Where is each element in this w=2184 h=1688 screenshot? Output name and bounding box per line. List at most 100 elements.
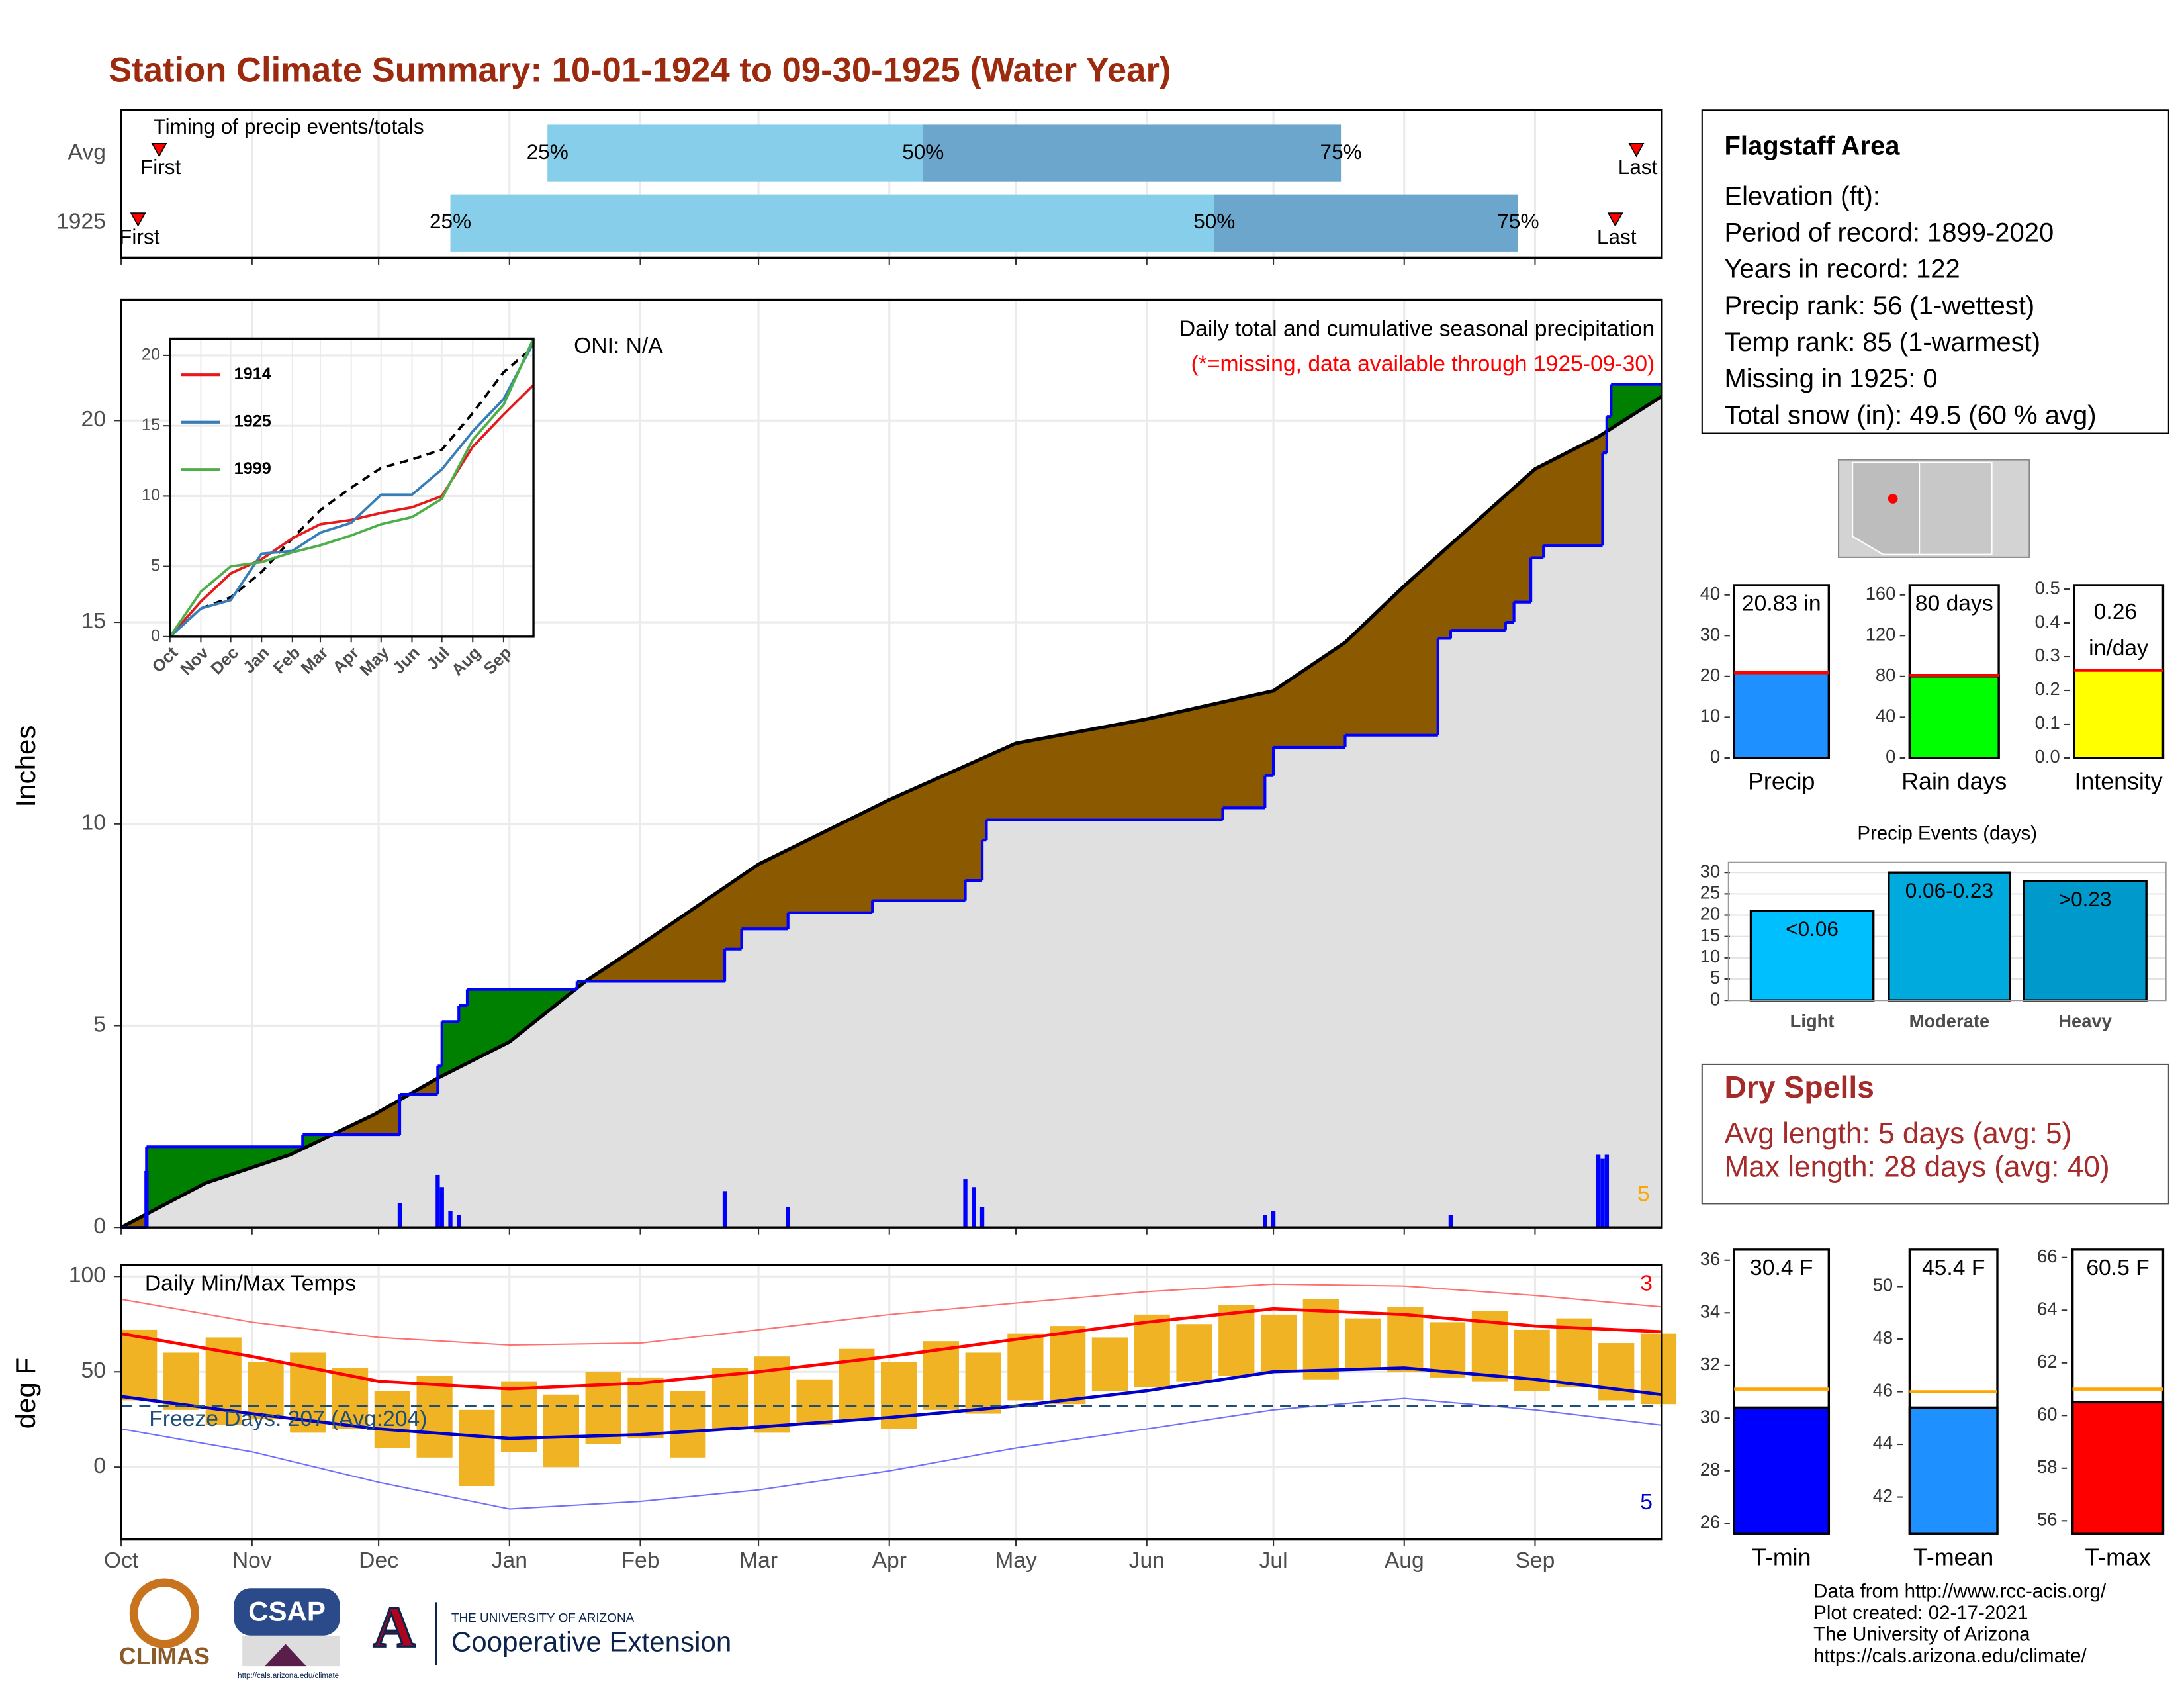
oni: ONI: N/A: [574, 334, 663, 358]
temp-bar: [1050, 1326, 1086, 1405]
y-tick-label: 42: [1873, 1485, 1893, 1506]
y-tick-label: 10: [142, 486, 160, 504]
temp-bar: [248, 1362, 284, 1420]
y-tick-label: 0: [93, 1454, 106, 1478]
y-tick-label: 20: [1700, 665, 1720, 685]
freeze-label: Freeze Days: 207 (Avg:204): [149, 1407, 427, 1431]
series-line: [169, 342, 535, 638]
daily-bar: [963, 1179, 968, 1228]
logo-text: CLIMAS: [119, 1643, 210, 1669]
y-tick-label: 0.1: [2035, 712, 2060, 733]
x-tick-label: Apr: [872, 1548, 907, 1573]
quantile-label: 50%: [902, 140, 944, 164]
temp-bar: [1134, 1314, 1170, 1387]
category-label: Intensity: [2074, 768, 2162, 794]
category-label: T-min: [1752, 1544, 1811, 1571]
y-tick-label: 0: [93, 1214, 106, 1239]
bar: [2023, 880, 2148, 1002]
category-label: Precip: [1748, 768, 1815, 794]
x-tick-label: Jun: [1129, 1548, 1165, 1573]
y-tick-label: 60: [2037, 1404, 2057, 1425]
range-label: <0.06: [1786, 917, 1839, 941]
csap-logo: [264, 1644, 307, 1667]
daily-bar: [435, 1174, 440, 1228]
average-max-line: [120, 1307, 1662, 1391]
y-tick-label: 10: [81, 811, 106, 835]
y-tick-label: 10: [1700, 706, 1720, 726]
value-label: 20.83 in: [1742, 591, 1821, 616]
event-label: First: [119, 224, 160, 248]
temp-bar: [459, 1409, 495, 1486]
plot-border: [1727, 861, 2167, 1002]
daily-bar: [397, 1203, 402, 1228]
early-bar: [547, 124, 923, 182]
y-tick-label: 0.2: [2035, 679, 2060, 699]
dry-spells-title: Dry Spells: [1724, 1070, 1874, 1104]
category-label: Moderate: [1909, 1011, 1990, 1031]
station-line: Years in record: 122: [1724, 255, 1960, 284]
daily-bar: [1600, 1158, 1605, 1228]
y-tick-label: 34: [1700, 1301, 1720, 1321]
y-tick-label: 100: [69, 1263, 106, 1288]
early-bar: [450, 194, 1214, 252]
y-tick-label: 40: [1876, 706, 1895, 726]
average-line: [120, 395, 1663, 1229]
y-tick-label: 64: [2037, 1299, 2057, 1319]
y-tick-label: 25: [1700, 882, 1720, 903]
x-tick-label: May: [995, 1548, 1037, 1573]
y-tick-label: 48: [1873, 1327, 1893, 1348]
panel-title: Daily Min/Max Temps: [145, 1271, 356, 1295]
record-min-line: [120, 1397, 1662, 1510]
daily-bar: [1263, 1215, 1267, 1228]
dry-spells-panel: [1701, 1063, 2169, 1205]
y-tick-label: 5: [151, 556, 160, 575]
y-tick-label: 160: [1866, 583, 1896, 604]
y-tick-label: 44: [1873, 1432, 1893, 1453]
row-label: 1925: [56, 210, 106, 234]
y-tick-label: 46: [1873, 1380, 1893, 1401]
event-label: Last: [1597, 224, 1637, 248]
category-label: Rain days: [1901, 768, 2007, 794]
bar: [1749, 910, 1875, 1002]
source-line: The University of Arizona: [1813, 1624, 2030, 1646]
temp-bar: [1430, 1322, 1466, 1378]
y-tick-label: 20: [1700, 904, 1720, 924]
station-line: Elevation (ft):: [1724, 181, 1880, 211]
range-label: >0.23: [2059, 887, 2112, 911]
x-tick-label: Mar: [739, 1548, 778, 1573]
y-tick-label: 50: [1873, 1275, 1893, 1295]
late-bar: [1214, 194, 1518, 252]
source-line: https://cals.arizona.edu/climate/: [1813, 1645, 2087, 1667]
climas-logo: [129, 1578, 199, 1648]
temp-bar: [374, 1391, 410, 1448]
station-line: Precip rank: 56 (1-wettest): [1724, 291, 2034, 320]
station-line: Missing in 1925: 0: [1724, 364, 1937, 393]
temp-bar: [501, 1381, 537, 1452]
bar: [1733, 672, 1831, 759]
temp-bar: [1345, 1318, 1381, 1368]
legend-label: 1999: [234, 459, 271, 478]
y-tick-label: 0.0: [2035, 746, 2060, 767]
quantile-label: 25%: [430, 209, 471, 233]
logos: [129, 1578, 437, 1667]
station-line: Total snow (in): 49.5 (60 % avg): [1724, 400, 2096, 430]
station-name: Flagstaff Area: [1724, 132, 1900, 161]
y-tick-label: 15: [1700, 925, 1720, 945]
daily-bar: [1271, 1211, 1276, 1228]
x-tick-label: Feb: [621, 1548, 659, 1573]
daily-bar: [979, 1207, 985, 1228]
x-tick-label: Oct: [104, 1548, 139, 1573]
event-marker: [1628, 142, 1645, 158]
y-tick-label: 0.4: [2035, 611, 2060, 632]
event-label: Last: [1618, 155, 1658, 179]
late-bar: [923, 124, 1342, 182]
y-tick-label: 120: [1866, 624, 1896, 645]
annotation: Daily total and cumulative seasonal prec…: [1179, 317, 1655, 342]
daily-bar: [439, 1187, 444, 1228]
temp-bar: [585, 1372, 621, 1444]
note: (*=missing, data available through 1925-…: [1191, 352, 1655, 376]
temp-bar: [670, 1391, 706, 1458]
record-max-line: [120, 1283, 1662, 1346]
series-line: [169, 384, 535, 638]
